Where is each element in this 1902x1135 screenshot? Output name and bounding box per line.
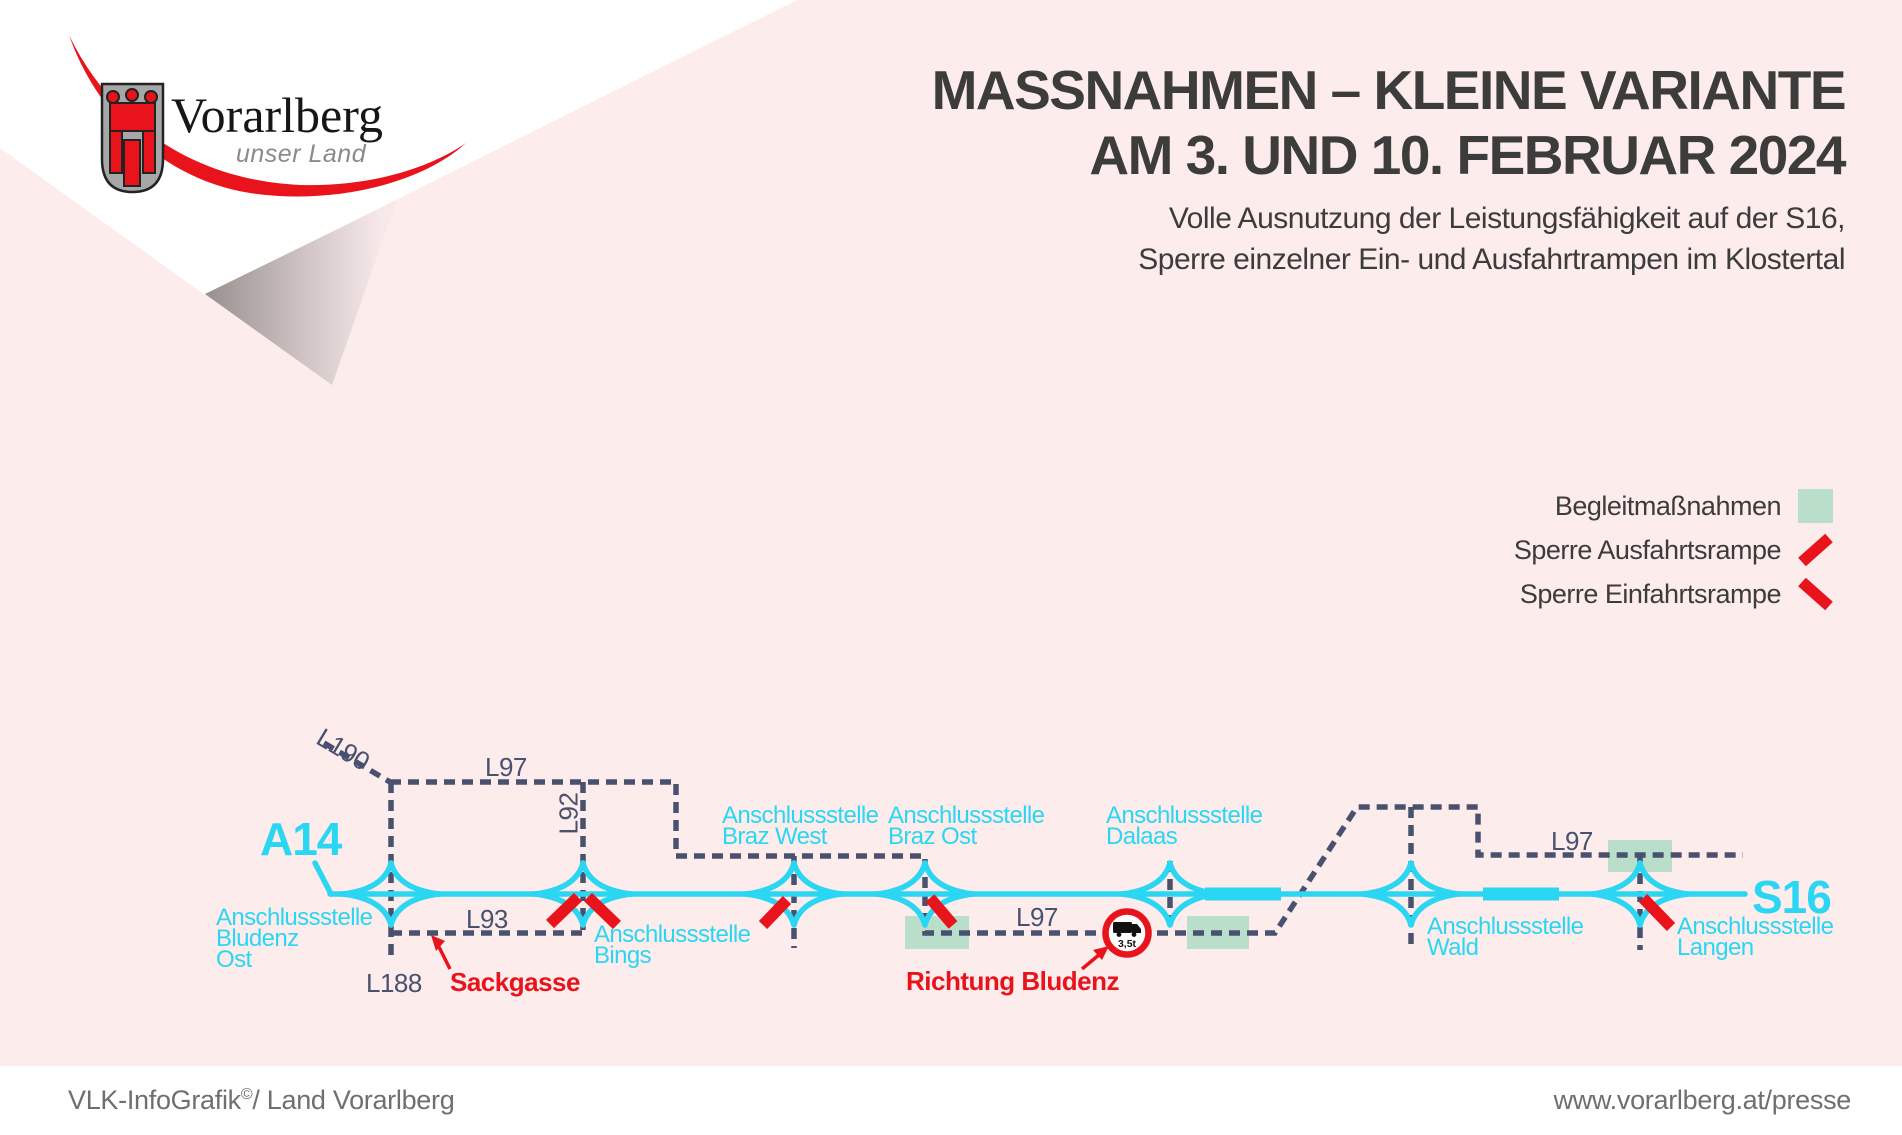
interchange-wald-ramps <box>1360 860 1462 928</box>
subtitle-line2: Sperre einzelner Ein- und Ausfahrtrampen… <box>1138 243 1845 277</box>
label-anschlussstelle-wald: Anschlussstelle Wald <box>1427 913 1584 961</box>
highway-a14-s16 <box>312 860 1748 928</box>
logo-swoosh <box>69 35 466 197</box>
red-slash-icon <box>1798 533 1833 567</box>
road-label-l92: L92 <box>553 792 584 835</box>
closure-braz-west-ausfahrt <box>758 896 792 929</box>
legend-label: Sperre Ausfahrtsrampe <box>1513 534 1782 565</box>
label-line: Anschlussstelle <box>1427 913 1584 940</box>
coat-of-arms <box>100 82 165 194</box>
label-line: Braz West <box>722 823 827 850</box>
logo-tagline: unser Land <box>236 140 367 168</box>
richtung-arrowhead <box>1093 946 1109 960</box>
label-line: Bings <box>594 942 652 969</box>
highway-label-a14: A14 <box>260 813 342 865</box>
label-anschlussstelle-braz-ost: Anschlussstelle Braz Ost <box>888 802 1045 850</box>
page-title-line1: MASSNAHMEN – KLEINE VARIANTE <box>931 59 1847 121</box>
page-title-line2: AM 3. UND 10. FEBRUAR 2024 <box>1089 123 1846 186</box>
legend-row-begleitmassnahmen: Begleitmaßnahmen <box>1514 484 1833 528</box>
interchange-bludenz-ost-ramps <box>340 860 442 928</box>
annotation-arrows <box>431 935 1109 971</box>
footer-credit-name: VLK-InfoGrafik <box>68 1085 241 1115</box>
label-anschlussstelle-langen: Anschlussstelle Langen <box>1677 913 1834 961</box>
closure-bings-ausfahrt <box>546 892 582 929</box>
closure-langen-einfahrt <box>1638 894 1676 931</box>
label-anschlussstelle-dalaas: Anschlussstelle Dalaas <box>1106 802 1263 850</box>
road-label-l97-mid: L97 <box>1016 902 1058 932</box>
vorarlberg-logo: Vorarlberg unser Land <box>0 0 560 260</box>
label-line: Anschlussstelle <box>594 921 751 948</box>
annotation-sackgasse: Sackgasse <box>450 967 580 997</box>
label-line: Ost <box>216 946 252 973</box>
closure-bings-einfahrt <box>584 892 621 930</box>
footer-url: www.vorarlberg.at/presse <box>1553 1085 1852 1115</box>
label-line: Dalaas <box>1106 823 1178 850</box>
legend: Begleitmaßnahmen Sperre Ausfahrtsrampe S… <box>1514 484 1833 616</box>
label-anschlussstelle-bludenz-ost: Anschlussstelle Bludenz Ost <box>216 904 373 973</box>
annotation-richtung-bludenz: Richtung Bludenz <box>906 966 1119 996</box>
footer-credit-rest: / Land Vorarlberg <box>252 1085 455 1115</box>
label-line: Anschlussstelle <box>1677 913 1834 940</box>
page-subtitle: Volle Ausnutzung der Leistungsfähigkeit … <box>932 198 1845 281</box>
widened-section-dalaas <box>1205 887 1281 901</box>
highway-west-stub <box>312 860 334 897</box>
red-backslash-icon <box>1798 577 1833 611</box>
legend-row-sperre-ausfahrtsrampe: Sperre Ausfahrtsrampe <box>1514 528 1833 572</box>
legend-row-sperre-einfahrtsrampe: Sperre Einfahrtsrampe <box>1514 572 1833 616</box>
label-line: Anschlussstelle <box>722 802 879 829</box>
copyright-mark: © <box>240 1086 253 1103</box>
label-line: Anschlussstelle <box>216 904 373 931</box>
widened-section-wald <box>1483 887 1559 901</box>
road-label-l97-east: L97 <box>1551 826 1593 856</box>
legend-label: Begleitmaßnahmen <box>1554 490 1782 521</box>
closure-braz-ost-einfahrt <box>925 894 958 929</box>
label-line: Anschlussstelle <box>888 802 1045 829</box>
subtitle-line1: Volle Ausnutzung der Leistungsfähigkeit … <box>1168 201 1846 235</box>
footer-credit: VLK-InfoGrafik©/ Land Vorarlberg <box>68 1085 455 1116</box>
label-line: Bludenz <box>216 925 299 952</box>
label-anschlussstelle-bings: Anschlussstelle Bings <box>594 921 751 969</box>
footer: VLK-InfoGrafik©/ Land Vorarlberg www.vor… <box>0 1066 1902 1135</box>
road-l190 <box>322 740 392 785</box>
label-line: Anschlussstelle <box>1106 802 1263 829</box>
ramp-closures <box>546 892 1676 931</box>
measure-box-braz-ost <box>905 916 969 949</box>
truck-ban-weight: 3,5t <box>1118 938 1137 950</box>
logo-wordmark: Vorarlberg <box>171 87 383 143</box>
road-label-l188: L188 <box>366 968 422 998</box>
legend-label: Sperre Einfahrtsrampe <box>1519 578 1782 609</box>
truck-icon <box>1113 922 1141 937</box>
road-label-l97-west: L97 <box>485 752 527 782</box>
label-line: Langen <box>1677 934 1754 961</box>
mint-box-icon <box>1798 489 1833 523</box>
road-label-l93: L93 <box>466 904 508 934</box>
sackgasse-arrowhead <box>431 935 445 951</box>
logo-graphics <box>69 35 466 197</box>
highway-label-s16: S16 <box>1752 871 1832 923</box>
label-line: Braz Ost <box>888 823 977 850</box>
truck-ban-sign: 3,5t <box>1102 908 1152 958</box>
title-block: MASSNAHMEN – KLEINE VARIANTE AM 3. UND 1… <box>931 58 1847 281</box>
label-anschlussstelle-braz-west: Anschlussstelle Braz West <box>722 802 879 850</box>
label-line: Wald <box>1427 934 1479 961</box>
